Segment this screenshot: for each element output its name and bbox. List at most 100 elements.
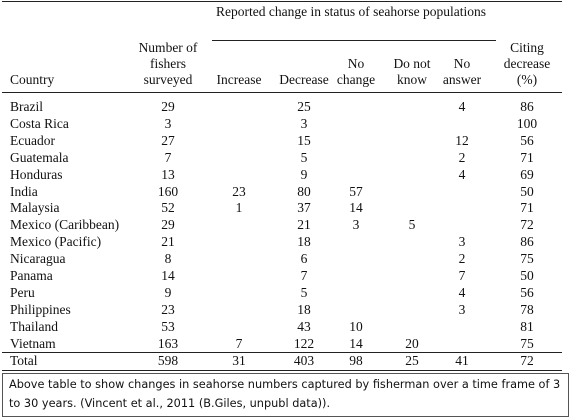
cell-value: 7	[235, 335, 243, 351]
cell-value: 29	[161, 217, 175, 233]
cell-value: 75	[520, 335, 534, 351]
cell-value: 69	[520, 166, 534, 182]
cell-value: 14	[349, 200, 363, 216]
cell-value: 7	[164, 149, 172, 165]
cell-value: 57	[349, 183, 363, 199]
cell-value: 9	[300, 166, 308, 182]
column-header: Country	[10, 72, 55, 87]
cell-value: 5	[408, 217, 416, 233]
cell-value: 14	[349, 335, 363, 351]
cell-value: 9	[164, 284, 172, 300]
cell-value: 98	[349, 352, 363, 368]
cell-value: 2	[458, 251, 466, 267]
cell-value: 3	[458, 301, 466, 317]
cell-value: 21	[161, 234, 175, 250]
row-label: Total	[10, 352, 38, 368]
cell-value: 71	[520, 149, 534, 165]
cell-value: 8	[164, 251, 172, 267]
cell-value: 81	[520, 318, 534, 334]
cell-value: 41	[455, 352, 469, 368]
cell-value: 52	[161, 200, 175, 216]
cell-value: 4	[458, 99, 466, 114]
cell-value: 37	[297, 200, 311, 216]
cell-value: 1	[235, 200, 243, 216]
cell-value: 43	[297, 318, 311, 334]
column-header: Do not know	[393, 56, 431, 87]
cell-value: 7	[300, 268, 308, 283]
cell-value: 6	[300, 251, 308, 267]
cell-value: 4	[458, 166, 466, 182]
cell-value: 20	[405, 335, 419, 351]
cell-value: 403	[293, 352, 315, 368]
row-label: Nicaragua	[10, 251, 66, 267]
cell-value: 29	[161, 99, 175, 114]
row-label: Guatemala	[10, 149, 69, 165]
cell-value: 21	[297, 217, 311, 233]
total-rule	[2, 352, 562, 353]
row-label: Peru	[10, 284, 35, 300]
cell-value: 598	[157, 352, 179, 368]
cell-value: 2	[458, 149, 466, 165]
column-header: Number of fishers surveyed	[138, 40, 198, 87]
cell-value: 23	[161, 301, 175, 317]
row-label: Philippines	[10, 301, 71, 317]
cell-value: 160	[157, 183, 179, 199]
row-label: Ecuador	[10, 132, 55, 148]
column-header: No change	[336, 56, 376, 87]
cell-value: 122	[293, 335, 315, 351]
row-label: Thailand	[10, 318, 58, 334]
cell-value: 23	[232, 183, 246, 199]
cell-value: 3	[352, 217, 360, 233]
cell-value: 25	[297, 99, 311, 114]
row-label: Vietnam	[10, 335, 56, 351]
cell-value: 78	[520, 301, 534, 317]
caption: Above table to show changes in seahorse …	[2, 373, 569, 417]
header-rule	[2, 92, 562, 93]
row-label: India	[10, 183, 38, 199]
cell-value: 5	[300, 149, 308, 165]
row-label: Panama	[10, 268, 53, 283]
cell-value: 18	[297, 234, 311, 250]
row-label: Mexico (Pacific)	[10, 234, 102, 250]
cell-value: 53	[161, 318, 175, 334]
cell-value: 14	[161, 268, 175, 283]
cell-value: 31	[232, 352, 246, 368]
row-label: Costa Rica	[10, 115, 69, 131]
row-label: Honduras	[10, 166, 63, 182]
cell-value: 4	[458, 284, 466, 300]
cell-value: 3	[458, 234, 466, 250]
cell-value: 3	[300, 115, 308, 131]
row-label: Brazil	[10, 99, 43, 114]
cell-value: 5	[300, 284, 308, 300]
cell-value: 50	[520, 183, 534, 199]
cell-value: 56	[520, 132, 534, 148]
cell-value: 75	[520, 251, 534, 267]
cell-value: 163	[157, 335, 179, 351]
row-label: Mexico (Caribbean)	[10, 217, 120, 233]
cell-value: 27	[161, 132, 175, 148]
row-label: Malaysia	[10, 200, 60, 216]
column-header: Decrease	[279, 72, 329, 87]
cell-value: 100	[516, 115, 538, 131]
cell-value: 18	[297, 301, 311, 317]
top-rule	[2, 1, 562, 2]
cell-value: 12	[455, 132, 469, 148]
cell-value: 50	[520, 268, 534, 283]
cell-value: 72	[520, 352, 534, 368]
cell-value: 71	[520, 200, 534, 216]
column-header: Increase	[216, 72, 262, 87]
cell-value: 10	[349, 318, 363, 334]
cell-value: 72	[520, 217, 534, 233]
cell-value: 25	[405, 352, 419, 368]
cell-value: 3	[164, 115, 172, 131]
cell-value: 80	[297, 183, 311, 199]
column-header: No answer	[442, 56, 482, 87]
cell-value: 13	[161, 166, 175, 182]
cell-value: 86	[520, 99, 534, 114]
group-rule	[212, 40, 496, 41]
cell-value: 7	[458, 268, 466, 283]
cell-value: 15	[297, 132, 311, 148]
column-header: Citing decrease (%)	[503, 40, 551, 87]
cell-value: 86	[520, 234, 534, 250]
